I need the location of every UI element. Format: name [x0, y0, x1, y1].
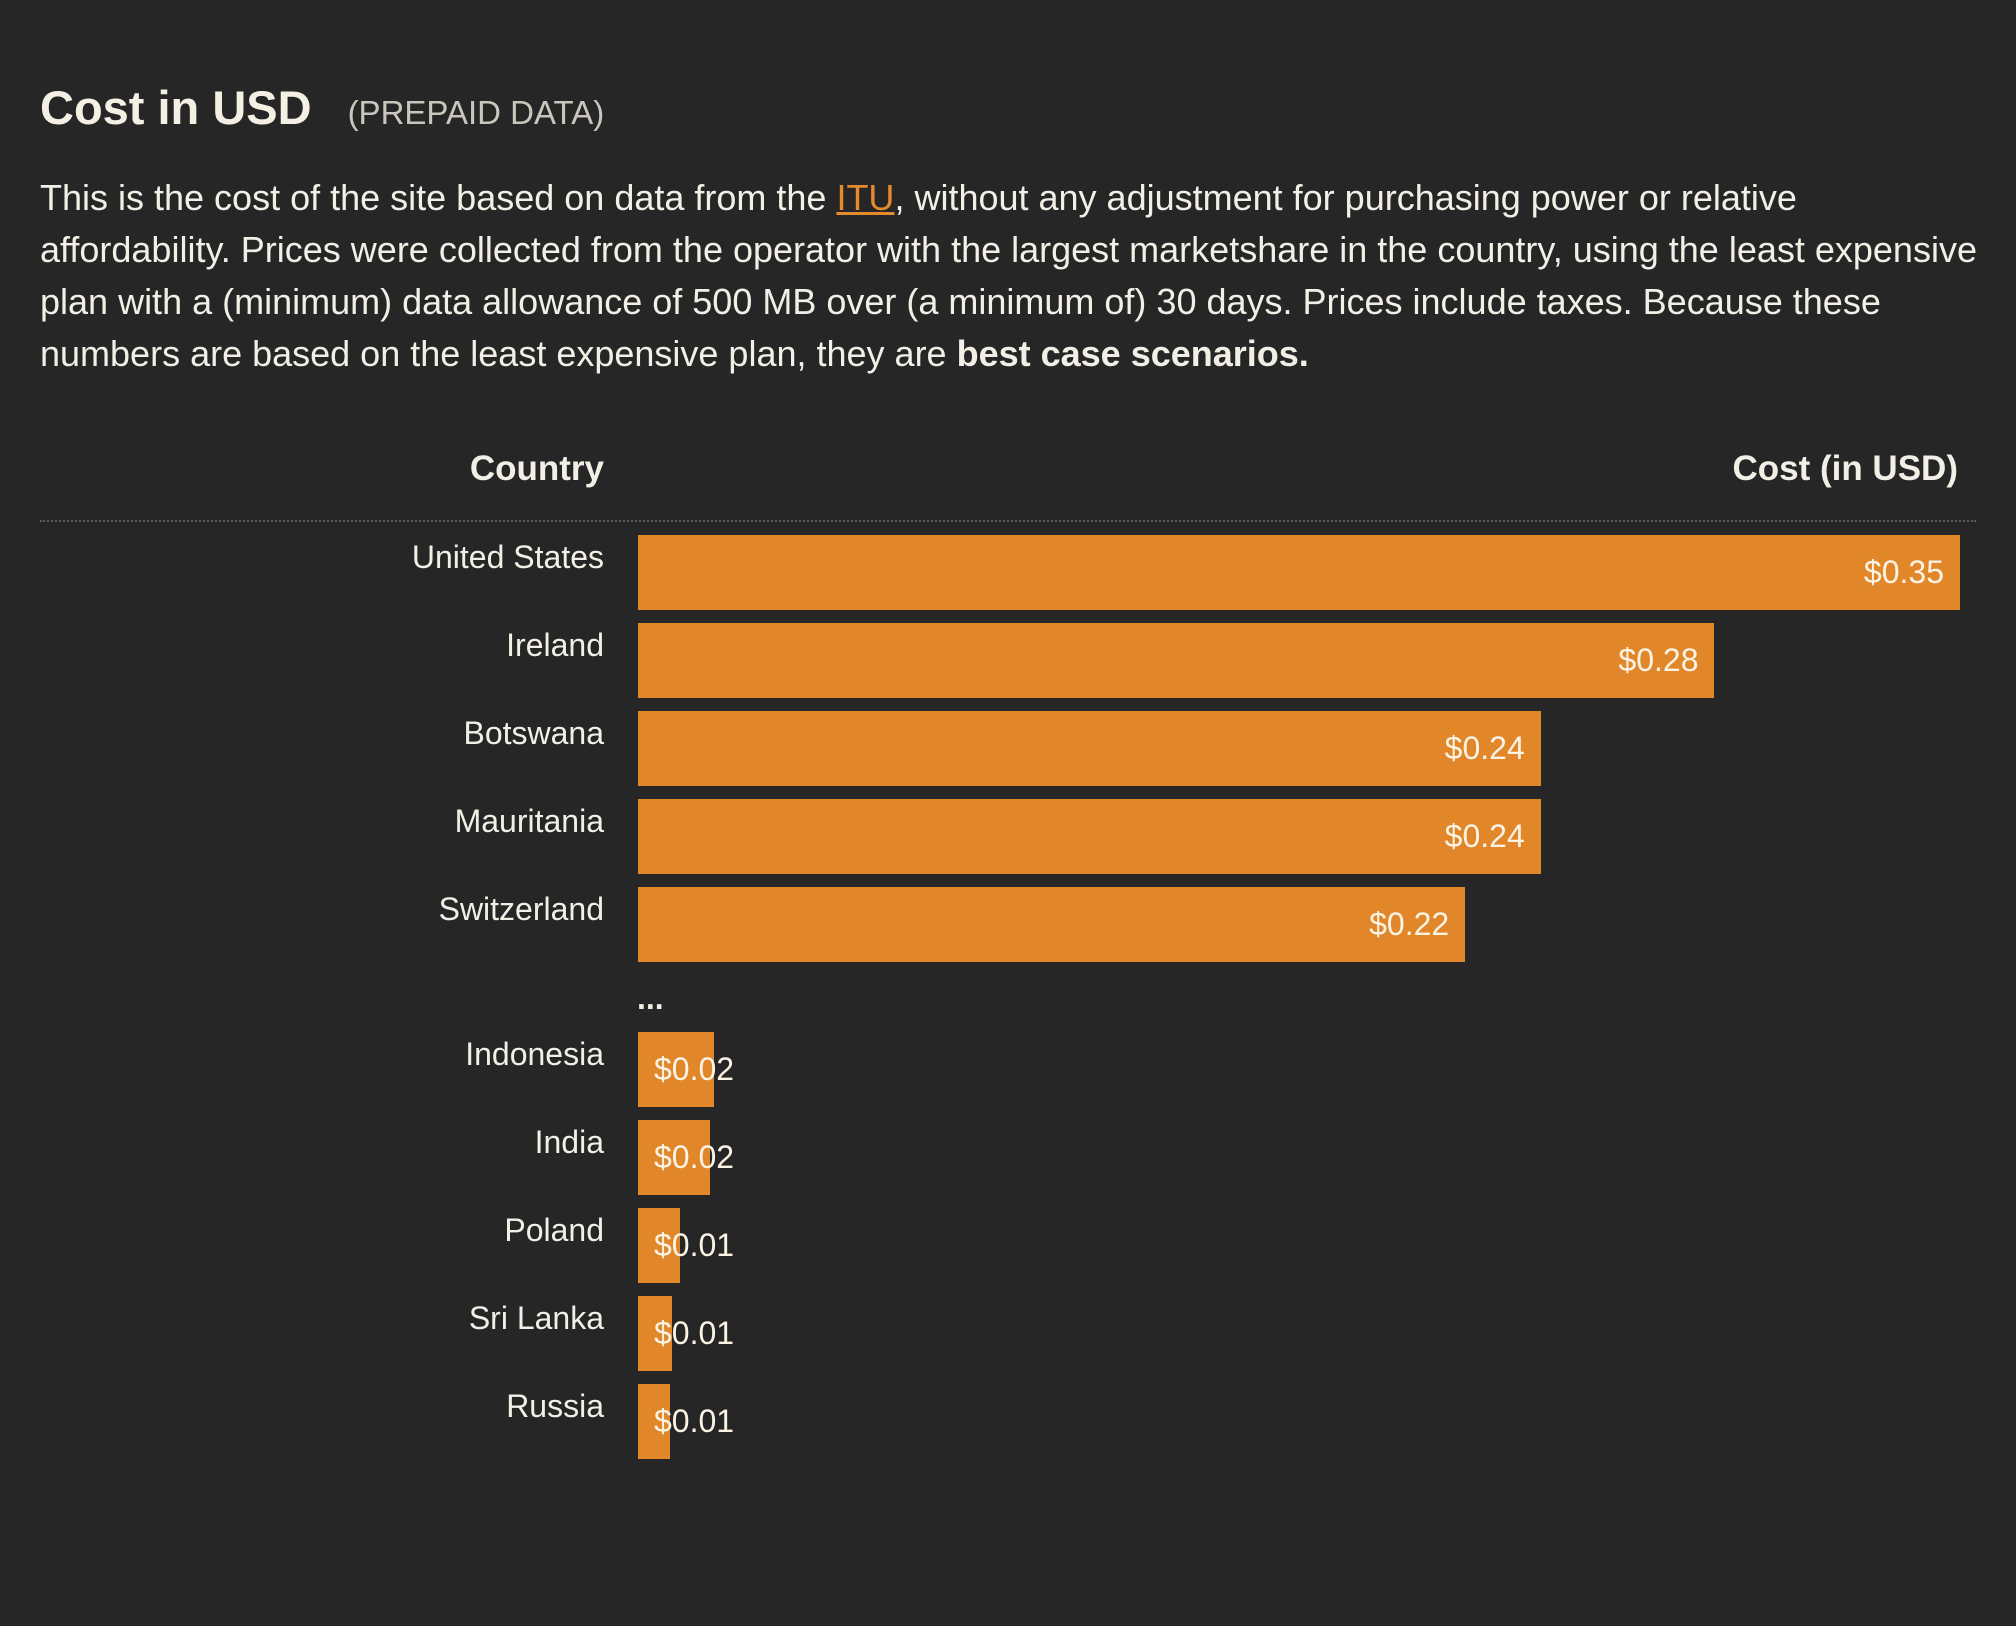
- chart-description: This is the cost of the site based on da…: [40, 172, 1990, 380]
- bar: [638, 623, 1715, 698]
- column-header-cost: Cost (in USD): [1732, 449, 1958, 488]
- bar: [638, 711, 1541, 786]
- country-label: Poland: [504, 1212, 604, 1248]
- bar: [638, 1208, 680, 1283]
- bar: [638, 1296, 672, 1371]
- bar: [638, 1120, 710, 1195]
- bar: [638, 1384, 671, 1459]
- itu-link[interactable]: ITU: [836, 177, 895, 218]
- value-label: $0.24: [1444, 730, 1525, 766]
- chart-title: Cost in USD: [40, 81, 312, 134]
- value-label: $0.01: [654, 1315, 735, 1351]
- country-label: Switzerland: [438, 891, 604, 927]
- country-label: Mauritania: [454, 803, 604, 839]
- value-label: $0.35: [1863, 554, 1944, 590]
- description-emphasis: best case scenarios.: [956, 333, 1309, 374]
- chart-heading: Cost in USD (PREPAID DATA): [40, 80, 604, 135]
- country-label: United States: [411, 539, 604, 575]
- bar: [638, 1032, 714, 1107]
- value-label: $0.01: [654, 1403, 735, 1439]
- country-label: Sri Lanka: [468, 1300, 604, 1336]
- value-label: $0.28: [1618, 642, 1699, 678]
- value-label: $0.02: [654, 1051, 735, 1087]
- description-text-1: This is the cost of the site based on da…: [40, 177, 837, 218]
- country-label: Indonesia: [465, 1036, 604, 1072]
- country-label: India: [534, 1124, 604, 1160]
- bar: [638, 887, 1466, 962]
- value-label: $0.22: [1369, 906, 1450, 942]
- bar: [638, 535, 1960, 610]
- header-divider: [40, 520, 1976, 522]
- country-label: Russia: [506, 1388, 604, 1424]
- country-label: Botswana: [463, 715, 604, 751]
- column-header-country: Country: [469, 449, 604, 488]
- description-text-2: , without any adjustment for purchasing …: [40, 177, 1977, 374]
- value-label: $0.24: [1444, 818, 1525, 854]
- value-label: $0.02: [654, 1139, 735, 1175]
- bar: [638, 799, 1541, 874]
- country-label: Ireland: [506, 627, 604, 663]
- gap-marker: ...: [637, 980, 664, 1016]
- value-label: $0.01: [654, 1227, 735, 1263]
- chart-subtitle: (PREPAID DATA): [347, 94, 605, 131]
